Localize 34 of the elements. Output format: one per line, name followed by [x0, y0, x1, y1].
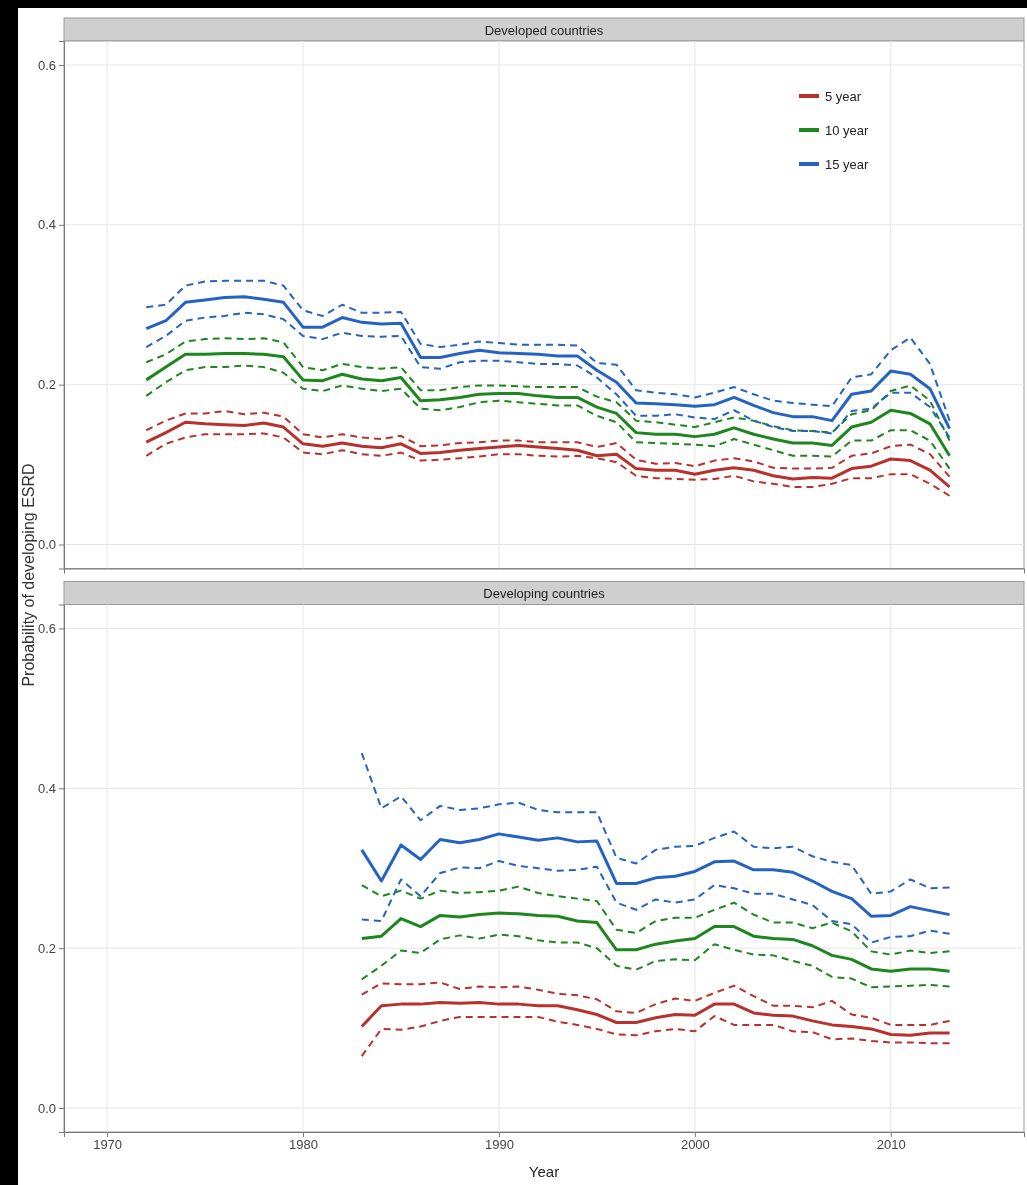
line-series: [360, 752, 951, 895]
line-series: [360, 884, 951, 956]
y-tick-label: 0.2: [37, 377, 56, 393]
legend-label: 5 year: [825, 89, 862, 104]
line-series: [144, 352, 952, 458]
y-tick-label: 0.0: [37, 537, 56, 553]
x-tick-label: 2010: [876, 1137, 906, 1153]
line-series: [145, 364, 951, 470]
line-series: [145, 311, 951, 439]
line-series: [360, 860, 951, 944]
line-series: [145, 337, 951, 442]
y-tick-label: 0.4: [37, 217, 56, 233]
chart-title: Developed countries: [484, 22, 604, 38]
y-axis-title: Probability of developing ESRD: [20, 463, 37, 687]
line-series: [360, 981, 951, 1026]
x-tick-label: 1970: [93, 1137, 123, 1153]
line-series: [360, 1015, 951, 1058]
line-series: [360, 933, 951, 989]
legend-label: 10 year: [825, 123, 870, 138]
y-tick-label: 0.6: [37, 57, 56, 73]
y-tick-label: 0.4: [37, 780, 56, 796]
y-tick-label: 0.2: [37, 940, 56, 956]
x-tick-label: 2000: [680, 1137, 710, 1153]
chart-title: Developing countries: [483, 586, 606, 601]
y-tick-label: 0.0: [37, 1100, 56, 1116]
line-series: [360, 832, 952, 918]
line-series: [145, 410, 951, 478]
line-series: [360, 911, 952, 973]
legend-label: 15 year: [825, 157, 870, 172]
y-tick-label: 0.6: [37, 621, 56, 637]
x-tick-label: 1980: [289, 1137, 318, 1153]
x-axis-title: Year: [528, 1163, 560, 1180]
line-series: [360, 1001, 952, 1037]
x-tick-label: 1990: [484, 1137, 514, 1153]
